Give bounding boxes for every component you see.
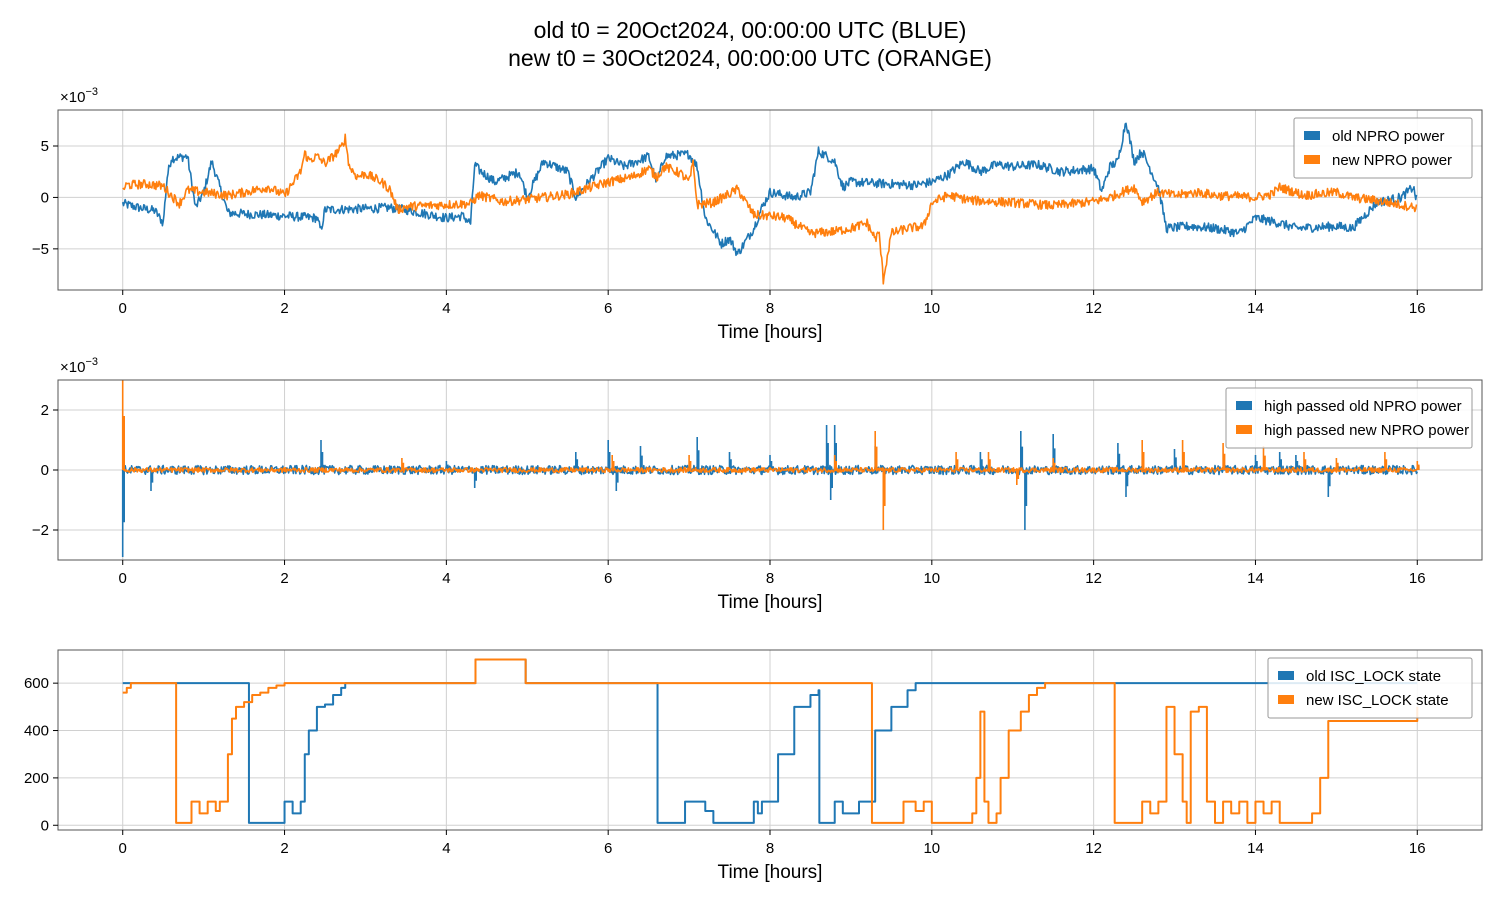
x-tick-label: 10 — [923, 300, 940, 317]
y-tick-label: 5 — [41, 138, 49, 155]
x-tick-label: 4 — [442, 840, 450, 857]
series-line-blue — [122, 658, 1418, 824]
x-tick-label: 4 — [442, 570, 450, 587]
series-line-orange — [122, 658, 1419, 824]
x-tick-label: 2 — [280, 840, 288, 857]
x-tick-label: 14 — [1247, 570, 1264, 587]
x-tick-label: 0 — [119, 570, 127, 587]
legend-swatch — [1278, 671, 1294, 680]
y-axis-multiplier: ×10−3 — [60, 86, 98, 106]
x-tick-label: 16 — [1409, 840, 1426, 857]
y-tick-label: 2 — [41, 402, 49, 419]
legend: old NPRO power new NPRO power — [1293, 117, 1473, 179]
legend-entry: new ISC_LOCK state — [1306, 692, 1449, 709]
x-tick-label: 8 — [766, 300, 774, 317]
legend: old ISC_LOCK state new ISC_LOCK state — [1267, 657, 1473, 719]
x-tick-label: 6 — [604, 840, 612, 857]
series-line-blue — [121, 425, 1420, 557]
legend: high passed old NPRO power high passed ne… — [1225, 387, 1473, 449]
x-axis-label: Time [hours] — [718, 862, 823, 883]
x-tick-label: 12 — [1085, 840, 1102, 857]
panel-isc-lock-state: 0 2 4 6 8 10 12 14 16 0 200 400 600 Time [hours] old I… — [24, 649, 1483, 883]
series-line-blue — [121, 122, 1418, 257]
y-tick-label: −2 — [32, 522, 49, 539]
y-axis-multiplier: ×10−3 — [60, 356, 98, 376]
plot-area — [121, 380, 1420, 557]
x-tick-label: 12 — [1085, 300, 1102, 317]
y-tick-label: −5 — [32, 241, 49, 258]
series-line-orange — [122, 133, 1418, 285]
panel-npro-power: 0 2 4 6 8 10 12 14 16 −5 0 5 Time [hours] ×10−3 old NP… — [32, 86, 1483, 343]
legend-box — [1293, 117, 1473, 179]
legend-entry: new NPRO power — [1332, 152, 1452, 169]
y-tick-label: 400 — [24, 723, 49, 740]
figure-title-line-2: new t0 = 30Oct2024, 00:00:00 UTC (ORANGE… — [508, 45, 992, 71]
x-axis-label: Time [hours] — [718, 592, 823, 613]
x-tick-label: 8 — [766, 840, 774, 857]
x-tick-label: 16 — [1409, 570, 1426, 587]
plot-area — [121, 122, 1418, 285]
x-axis-label: Time [hours] — [718, 322, 823, 343]
x-tick-label: 16 — [1409, 300, 1426, 317]
series-line-orange — [121, 380, 1420, 530]
plot-area — [122, 658, 1419, 824]
x-tick-label: 6 — [604, 300, 612, 317]
legend-swatch — [1304, 155, 1320, 164]
x-tick-label: 14 — [1247, 840, 1264, 857]
x-tick-label: 6 — [604, 570, 612, 587]
legend-entry: old NPRO power — [1332, 128, 1445, 145]
y-tick-label: 600 — [24, 675, 49, 692]
x-tick-label: 4 — [442, 300, 450, 317]
x-tick-label: 0 — [119, 840, 127, 857]
legend-box — [1267, 657, 1473, 719]
legend-entry: high passed new NPRO power — [1264, 422, 1469, 439]
y-tick-label: 200 — [24, 770, 49, 787]
x-tick-label: 2 — [280, 570, 288, 587]
figure-title-line-1: old t0 = 20Oct2024, 00:00:00 UTC (BLUE) — [534, 17, 967, 43]
x-tick-label: 8 — [766, 570, 774, 587]
y-tick-label: 0 — [41, 462, 49, 479]
legend-swatch — [1236, 425, 1252, 434]
legend-entry: high passed old NPRO power — [1264, 398, 1462, 415]
x-tick-label: 12 — [1085, 570, 1102, 587]
x-tick-label: 10 — [923, 840, 940, 857]
legend-swatch — [1304, 131, 1320, 140]
x-tick-label: 14 — [1247, 300, 1264, 317]
x-tick-label: 0 — [119, 300, 127, 317]
y-tick-label: 0 — [41, 817, 49, 834]
legend-swatch — [1278, 695, 1294, 704]
legend-swatch — [1236, 401, 1252, 410]
panel-high-passed-npro-power: 0 2 4 6 8 10 12 14 16 −2 0 2 Time [hours] ×10−3 high p… — [32, 356, 1483, 613]
y-tick-label: 0 — [41, 189, 49, 206]
x-tick-label: 2 — [280, 300, 288, 317]
legend-entry: old ISC_LOCK state — [1306, 668, 1441, 685]
x-tick-label: 10 — [923, 570, 940, 587]
legend-box — [1225, 387, 1473, 449]
